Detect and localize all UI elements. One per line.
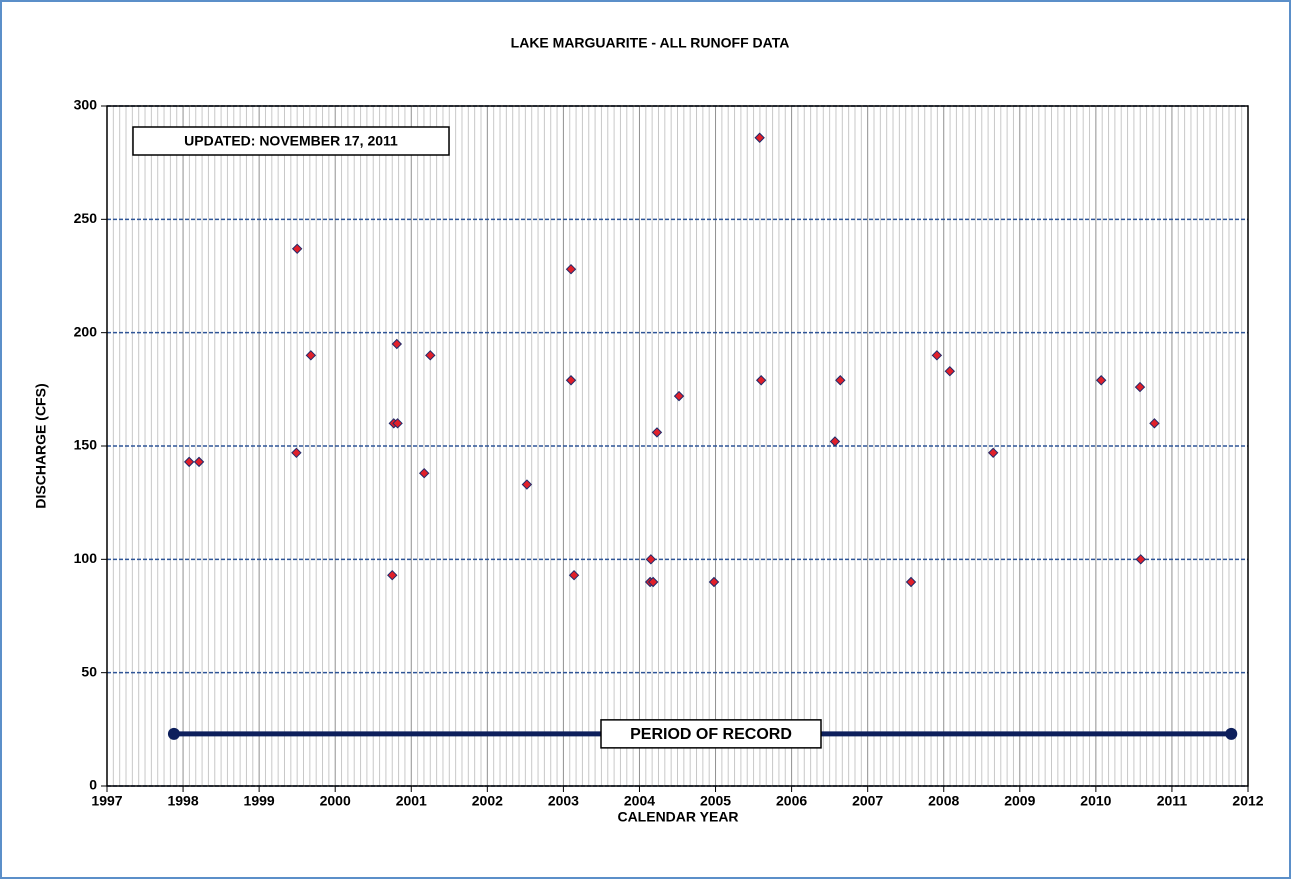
point	[835, 375, 846, 386]
point	[944, 365, 956, 377]
chart-title: LAKE MARGUARITE - ALL RUNOFF DATA	[511, 35, 790, 51]
point	[1095, 375, 1107, 386]
x-tick-label: 2012	[1232, 793, 1263, 809]
point	[651, 427, 663, 438]
point	[418, 467, 430, 479]
point	[565, 375, 577, 386]
point	[754, 132, 765, 143]
point	[1134, 381, 1146, 393]
point	[755, 375, 767, 386]
x-tick-label: 2002	[472, 793, 503, 809]
point	[987, 447, 999, 459]
point	[387, 569, 398, 581]
point	[645, 554, 657, 565]
x-tick-label: 2000	[320, 793, 351, 809]
y-axis-label: DISCHARGE (CFS)	[33, 383, 49, 508]
point	[1149, 418, 1160, 429]
x-tick-label: 2011	[1157, 793, 1188, 809]
point	[392, 418, 403, 429]
y-tick-label: 300	[74, 97, 98, 113]
period-label: PERIOD OF RECORD	[630, 726, 792, 743]
point	[568, 569, 580, 581]
y-tick-label: 250	[74, 210, 98, 226]
x-tick-label: 2001	[396, 793, 427, 809]
plot-border	[106, 105, 1249, 787]
x-tick-label: 2007	[852, 793, 883, 809]
y-tick-label: 200	[74, 323, 98, 339]
point	[673, 390, 685, 402]
x-tick-label: 1998	[167, 793, 198, 809]
x-axis-label: CALENDAR YEAR	[617, 809, 738, 825]
point	[291, 447, 302, 459]
y-tick-label: 150	[74, 437, 98, 453]
point	[183, 456, 195, 468]
point	[391, 338, 403, 350]
point	[931, 350, 943, 361]
point	[521, 479, 533, 490]
point	[193, 456, 205, 468]
x-tick-label: 1997	[91, 793, 122, 809]
y-tick-label: 50	[81, 663, 97, 679]
x-tick-label: 2003	[548, 793, 579, 809]
x-tick-label: 2005	[700, 793, 731, 809]
x-tick-label: 2010	[1080, 793, 1111, 809]
point	[1135, 554, 1146, 565]
x-tick-label: 1999	[244, 793, 275, 809]
x-tick-label: 2009	[1004, 793, 1035, 809]
point	[425, 350, 436, 361]
annotation: UPDATED: NOVEMBER 17, 2011	[184, 133, 398, 149]
annotation-box	[132, 126, 450, 156]
point	[829, 436, 841, 447]
y-tick-label: 100	[74, 550, 98, 566]
x-tick-label: 2008	[928, 793, 959, 809]
point	[905, 576, 917, 588]
y-tick-label: 0	[89, 777, 97, 793]
point	[647, 576, 659, 588]
period-end	[1225, 727, 1238, 740]
x-tick-label: 2006	[776, 793, 807, 809]
point	[708, 576, 720, 588]
period-label-box	[600, 719, 822, 749]
period-end	[167, 727, 180, 740]
x-tick-label: 2004	[624, 793, 655, 809]
point	[291, 243, 303, 255]
point	[565, 263, 577, 275]
point	[305, 350, 317, 361]
